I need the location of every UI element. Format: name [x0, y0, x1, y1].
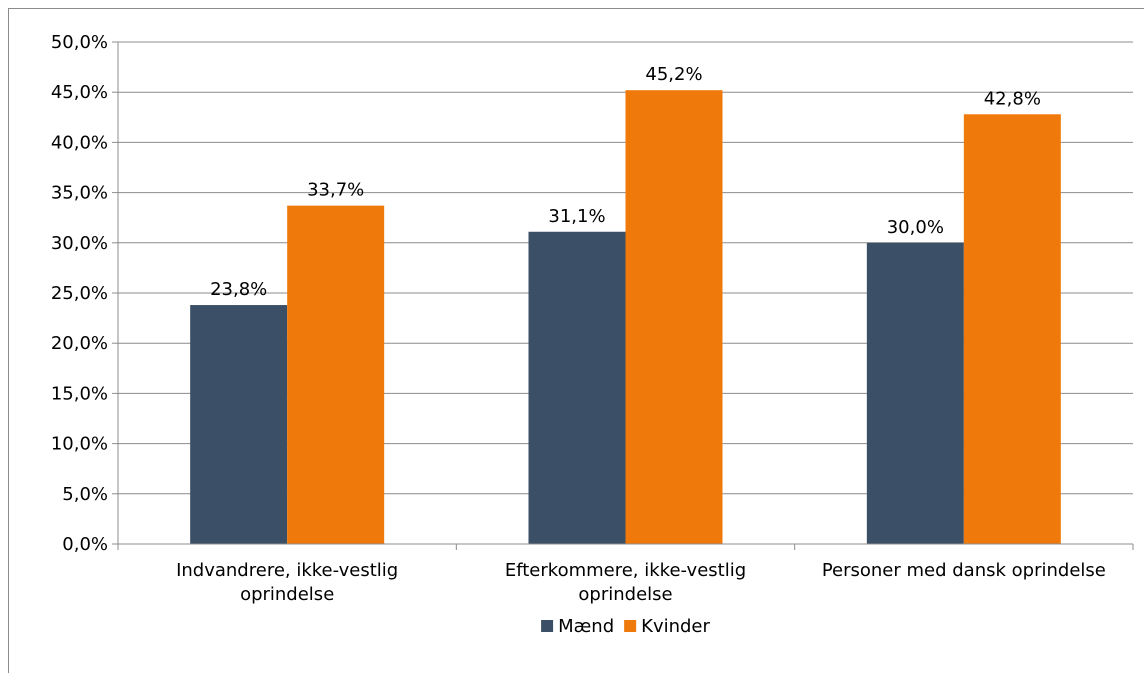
bars [190, 90, 1061, 545]
y-tick-label: 20,0% [51, 333, 108, 354]
legend: Mænd Kvinder [541, 616, 711, 637]
legend-swatch [541, 620, 554, 632]
bar [866, 242, 964, 545]
x-category-label: oprindelse [578, 584, 672, 605]
bar [625, 90, 723, 544]
y-tick-label: 10,0% [51, 434, 108, 455]
data-label: 33,7% [307, 180, 364, 201]
y-tick-label: 35,0% [51, 183, 108, 204]
x-category-label: Indvandrere, ikke-vestlig [176, 560, 398, 581]
data-labels: 23,8% 33,7% 31,1% 45,2% 30,0% 42,8% [210, 64, 1041, 300]
x-axis-categories: Indvandrere, ikke-vestlig oprindelse Efter… [176, 560, 1106, 605]
y-tick-label: 25,0% [51, 283, 108, 304]
data-label: 42,8% [984, 88, 1041, 109]
bar [190, 305, 288, 544]
y-tick-label: 30,0% [51, 233, 108, 254]
y-tick-label: 40,0% [51, 132, 108, 153]
bar [528, 231, 626, 545]
y-tick-label: 50,0% [51, 32, 108, 53]
legend-swatch [624, 620, 637, 632]
x-category-label: Personer med dansk oprindelse [822, 560, 1106, 581]
y-tick-label: 15,0% [51, 383, 108, 404]
y-axis-ticks: 0,0% 5,0% 10,0% 15,0% 20,0% 25,0% 30,0% 35,0% 40… [51, 32, 118, 555]
y-tick-label: 45,0% [51, 82, 108, 103]
bar [963, 114, 1061, 545]
axes [117, 42, 1134, 550]
x-category-label: oprindelse [240, 584, 334, 605]
data-label: 31,1% [548, 206, 605, 227]
data-label: 23,8% [210, 279, 267, 300]
bar-chart: 0,0% 5,0% 10,0% 15,0% 20,0% 25,0% 30,0% 35,0% 40… [51, 32, 1134, 637]
chart-frame: 0,0% 5,0% 10,0% 15,0% 20,0% 25,0% 30,0% 35,0% 40… [8, 8, 1144, 673]
legend-label: Kvinder [641, 616, 710, 637]
y-tick-label: 5,0% [62, 484, 108, 505]
legend-label: Mænd [558, 616, 614, 637]
bar [287, 205, 385, 545]
y-tick-label: 0,0% [62, 534, 108, 555]
data-label: 30,0% [887, 217, 944, 238]
data-label: 45,2% [645, 64, 702, 85]
x-category-label: Efterkommere, ikke-vestlig [505, 560, 746, 581]
